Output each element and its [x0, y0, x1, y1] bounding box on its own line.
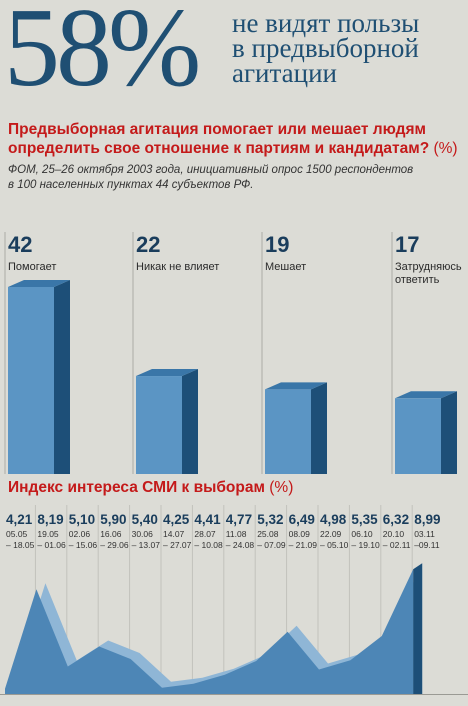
index-date-label: 22.09 — [320, 529, 342, 539]
bar — [8, 287, 54, 474]
bar-category-label: Мешает — [265, 261, 306, 273]
index-value-label: 4,25 — [163, 512, 190, 527]
index-title: Индекс интереса СМИ к выборам (%) — [8, 478, 293, 497]
index-value-label: 5,32 — [257, 512, 283, 527]
bar-top — [8, 280, 70, 287]
headline-percent: 58% — [4, 0, 201, 110]
index-date-label: – 19.10 — [351, 540, 380, 550]
bar-side — [182, 369, 198, 474]
bar — [265, 389, 311, 474]
index-date-label: 30.06 — [132, 529, 154, 539]
index-value-label: 4,21 — [6, 512, 33, 527]
index-date-label: – 15.06 — [69, 540, 98, 550]
headline-line-1: не видят пользы — [232, 8, 420, 38]
bar-category-label: ответить — [395, 274, 440, 286]
index-date-label: 20.10 — [383, 529, 405, 539]
index-date-label: 06.10 — [351, 529, 373, 539]
bar-category-label: Никак не влияет — [136, 261, 219, 273]
index-date-label: – 02.11 — [383, 540, 411, 550]
bar-top — [265, 382, 327, 390]
index-date-label: 02.06 — [69, 529, 91, 539]
index-value-label: 4,41 — [194, 512, 221, 527]
bar-side — [54, 280, 70, 474]
bar-value-label: 42 — [8, 232, 32, 257]
index-date-label: 03.11 — [414, 529, 435, 539]
bar-value-label: 17 — [395, 232, 419, 257]
index-date-label: – 10.08 — [194, 540, 223, 550]
index-date-label: – 27.07 — [163, 540, 192, 550]
index-date-label: – 21.09 — [289, 540, 318, 550]
index-value-label: 6,32 — [383, 512, 409, 527]
bar-category-label: Затрудняюсь — [395, 261, 462, 273]
index-title-unit: (%) — [269, 479, 294, 496]
index-value-label: 5,90 — [100, 512, 126, 527]
survey-source-line-2: в 100 населенных пунктах 44 субъектов РФ… — [8, 179, 254, 191]
survey-source-line-1: ФОМ, 25–26 октября 2003 года, инициативн… — [8, 164, 414, 176]
index-value-label: 5,10 — [69, 512, 95, 527]
bar-side — [441, 391, 457, 474]
index-area — [5, 569, 414, 694]
index-date-label: – 05.10 — [320, 540, 349, 550]
bar-value-label: 19 — [265, 232, 289, 257]
index-value-label: 4,77 — [226, 512, 252, 527]
index-value-label: 5,40 — [132, 512, 158, 527]
index-date-label: 14.07 — [163, 529, 185, 539]
bar-category-label: Помогает — [8, 261, 56, 273]
bar-side — [311, 382, 327, 474]
index-value-label: 5,35 — [351, 512, 378, 527]
index-title-text: Индекс интереса СМИ к выборам — [8, 479, 265, 496]
bar-top — [395, 391, 457, 399]
headline-line-3: агитации — [232, 58, 337, 88]
index-value-label: 6,49 — [289, 512, 315, 527]
index-date-label: 05.05 — [6, 529, 28, 539]
index-date-label: – 29.06 — [100, 540, 129, 550]
index-date-label: – 24.08 — [226, 540, 255, 550]
index-date-label: 16.06 — [100, 529, 122, 539]
bar-value-label: 22 — [136, 232, 160, 257]
bar — [136, 376, 182, 474]
index-date-label: 11.08 — [226, 529, 247, 539]
headline-line-2: в предвыборной — [232, 33, 419, 63]
index-date-label: – 18.05 — [6, 540, 35, 550]
index-date-label: – 13.07 — [132, 540, 161, 550]
survey-question-text: Предвыборная агитация помогает или мешае… — [8, 121, 430, 157]
bar-top — [136, 369, 198, 377]
index-area-edge — [413, 563, 423, 694]
survey-question-unit: (%) — [433, 140, 458, 157]
index-date-label: – 01.06 — [37, 540, 66, 550]
survey-source-note: ФОМ, 25–26 октября 2003 года, инициативн… — [8, 163, 464, 193]
index-date-label: 25.08 — [257, 529, 279, 539]
index-date-label: –09.11 — [414, 540, 440, 550]
index-value-label: 4,98 — [320, 512, 347, 527]
index-date-label: 19.05 — [37, 529, 59, 539]
survey-question: Предвыборная агитация помогает или мешае… — [8, 120, 464, 158]
index-date-label: 08.09 — [289, 529, 311, 539]
index-date-label: – 07.09 — [257, 540, 286, 550]
index-date-label: 28.07 — [194, 529, 216, 539]
bar — [395, 398, 441, 474]
index-value-label: 8,99 — [414, 512, 440, 527]
index-value-label: 8,19 — [37, 512, 63, 527]
